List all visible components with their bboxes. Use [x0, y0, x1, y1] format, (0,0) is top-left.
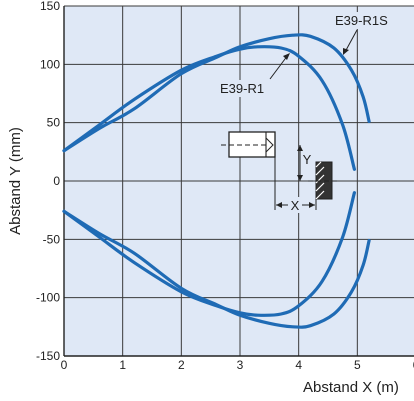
series-e39-r1s-upper — [62, 33, 371, 153]
x-tick-label: 6 — [413, 358, 414, 372]
x-tick-label: 0 — [61, 358, 68, 372]
y-tick-label: 50 — [47, 116, 61, 130]
y-arrow-bottom — [297, 175, 303, 181]
x-axis-label: Abstand X (m) — [303, 379, 399, 396]
sensor-lens — [265, 137, 274, 153]
y-dimension-label: Y — [303, 152, 312, 167]
sensor-body — [228, 131, 276, 158]
x-tick-label: 2 — [178, 358, 185, 372]
label-e39-r1s: E39-R1S — [335, 13, 388, 28]
y-tick-label: 150 — [40, 0, 60, 13]
label-e39-r1: E39-R1 — [220, 81, 264, 96]
gridlines — [63, 5, 414, 357]
x-tick-label: 5 — [354, 358, 361, 372]
y-tick-label: -50 — [43, 232, 61, 246]
y-tick-label: 0 — [53, 174, 60, 188]
series-e39-r1-upper — [62, 45, 356, 171]
leader-e39-r1-arrow — [283, 53, 290, 60]
leader-e39-r1s-arrow — [343, 48, 349, 55]
x-arrow-right — [309, 202, 315, 208]
leader-e39-r1 — [269, 54, 289, 80]
y-tick-label: -150 — [36, 349, 60, 363]
tick-labels: 0 1 2 3 4 5 6 150 100 50 0 -50 -100 -150 — [36, 0, 414, 372]
x-label-bg — [288, 197, 302, 213]
leader-e39-r1s — [344, 29, 358, 53]
x-tick-label: 4 — [295, 358, 302, 372]
reflector-hatch — [315, 161, 325, 200]
y-axis-label: Abstand Y (mm) — [7, 127, 24, 235]
y-tick-label: 100 — [40, 57, 60, 71]
x-tick-label: 3 — [237, 358, 244, 372]
x-tick-label: 1 — [119, 358, 126, 372]
series-group — [62, 33, 371, 329]
label-r1-bg — [216, 80, 278, 97]
y-arrow-top — [297, 145, 303, 151]
label-r1s-bg — [332, 12, 398, 29]
series-e39-r1-lower — [62, 191, 356, 317]
x-dimension-label: X — [291, 198, 300, 213]
x-arrow-left — [276, 202, 282, 208]
measurement-diagram: X Y — [221, 131, 340, 213]
series-e39-r1s-lower — [62, 209, 371, 329]
y-tick-label: -100 — [36, 291, 60, 305]
